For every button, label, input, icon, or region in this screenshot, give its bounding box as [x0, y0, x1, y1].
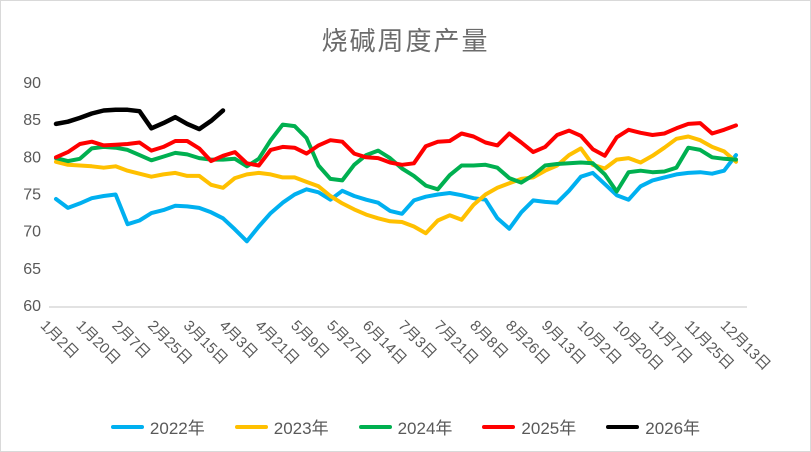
y-axis-tick-label: 65 [23, 261, 41, 278]
y-axis-tick-label: 75 [23, 187, 41, 204]
legend-item-2025年: 2025年 [482, 414, 576, 439]
plot-line-2023年 [54, 134, 738, 236]
chart-title: 烧碱周度产量 [321, 26, 490, 56]
plot-line-2026年 [53, 107, 226, 132]
legend-label: 2024年 [397, 419, 453, 438]
legend-swatch-icon [482, 424, 516, 429]
legend-item-2026年: 2026年 [606, 414, 700, 439]
x-axis-tick-label: 1月2日 [37, 317, 82, 362]
legend-label: 2025年 [521, 419, 577, 438]
legend-item-2022年: 2022年 [110, 414, 205, 439]
y-axis-tick-label: 85 [23, 112, 41, 129]
y-axis-tick-label: 60 [23, 298, 41, 315]
y-axis-tick-label: 80 [23, 149, 41, 166]
plot-line-2025年 [54, 121, 738, 168]
legend-label: 2023年 [273, 419, 329, 438]
legend-swatch-icon [358, 424, 392, 429]
legend-item-2023年: 2023年 [234, 414, 329, 439]
legend-swatch-icon [234, 424, 268, 429]
legend-label: 2022年 [149, 419, 205, 438]
y-axis-tick-label: 90 [23, 75, 41, 92]
y-axis-tick-label: 70 [23, 224, 41, 241]
plot-line-2022年 [54, 153, 738, 244]
legend-swatch-icon [110, 424, 144, 429]
legend-swatch-icon [606, 424, 640, 429]
legend-label: 2026年 [645, 419, 701, 438]
legend-item-2024年: 2024年 [358, 414, 453, 439]
chart-legend: 2022年 2023年 2024年 2025年 2026年 [1, 414, 810, 439]
